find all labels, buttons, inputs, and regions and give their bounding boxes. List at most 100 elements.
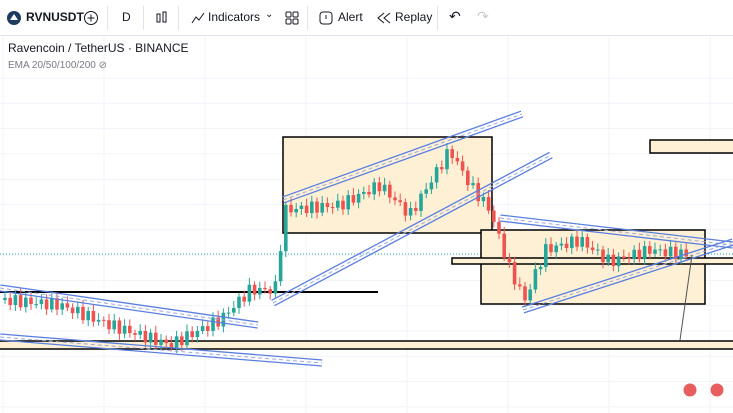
candle-body [315,201,319,213]
candle-body [544,244,548,267]
candle-body [122,325,127,334]
candle-body [408,208,413,216]
candle-body [65,303,70,308]
candle-body [585,237,590,248]
candle-body [518,284,522,287]
legend-title: Ravencoin / TetherUS · BINANCE [8,41,189,55]
candle-body [133,333,137,335]
candle-body [507,257,512,263]
candle-body [278,251,283,282]
candle-body [367,191,371,195]
candle-body [55,298,59,310]
candle-body [502,233,506,258]
candle-body [393,197,397,201]
candle-body [34,304,38,306]
channel-line [0,284,259,323]
symbol[interactable]: RVNUSDT [26,10,84,24]
templates[interactable] [284,10,300,26]
candle-body [341,200,345,210]
trend-line [679,254,693,341]
chart-type[interactable] [155,10,169,26]
candle-body [419,193,423,211]
divider [178,6,179,30]
candle-body [658,249,662,251]
candle-body [3,297,7,300]
candle-body [382,184,387,192]
interval[interactable]: D [122,10,131,24]
replay-button[interactable]: Replay [395,10,433,24]
candle-body [81,306,85,321]
candle-body [460,161,465,171]
candle-body [138,330,142,335]
candle-body [200,326,205,331]
divider [143,6,144,30]
dropdown-arrow[interactable]: ⌄ [265,9,274,20]
candle-body [102,319,106,321]
replay-icon[interactable] [376,11,392,25]
redo[interactable]: ↷ [477,8,489,24]
candle-body [289,204,293,213]
candle-body [128,325,132,334]
channel-line [283,116,524,204]
indicators-icon[interactable] [190,10,206,26]
candle-body [622,256,626,258]
divider [437,6,438,30]
candle-body [174,336,179,348]
candle-body [190,331,194,338]
indicators-button[interactable]: Indicators [208,10,261,24]
candle-body [481,197,486,202]
alert-button[interactable]: Alert [338,10,363,24]
candle-body [86,310,90,321]
candle-body [336,200,340,208]
candle-body [632,249,636,260]
candle-body [434,167,439,183]
candle-body [39,299,44,305]
candle-body [154,332,158,345]
candle-body [372,182,376,195]
candle-body [466,170,470,186]
logo [7,11,21,25]
candle-body [616,256,621,267]
candle-body [471,183,475,186]
candle-body [258,287,262,295]
undo[interactable]: ↶ [449,8,461,24]
candle-body [13,295,18,306]
alert-icon[interactable] [318,10,334,26]
candle-body [70,307,75,314]
candle-body [414,208,418,211]
candle-body [575,236,579,247]
candle-body [637,249,642,260]
candle-body [268,289,272,294]
candle-body [60,303,64,310]
channel-mid [0,287,259,326]
candle-body [450,149,454,158]
candle-body [492,210,496,222]
candle-body [180,336,184,346]
candle-body [50,298,54,310]
candle-body [559,243,564,246]
candle-body [440,167,444,170]
candle-body [91,310,96,322]
candle-body [117,320,122,334]
channel-line [523,244,733,314]
candle-body [596,249,600,251]
channel-mid [0,336,323,364]
candle-body [564,243,569,249]
channel-line [0,290,258,329]
candle-body [580,237,584,247]
candle-body [242,296,246,302]
candle-body [476,183,480,202]
channel-line [271,151,550,301]
candle-body [159,339,163,345]
channel-mid [522,241,733,311]
add-symbol[interactable] [83,10,99,26]
candle-body [8,297,12,306]
candle-body [377,182,382,192]
zone-box [451,257,733,265]
candle-body [18,295,23,308]
candle-body [403,202,408,216]
visibility-toggle[interactable]: ⊘ [98,60,108,71]
channel-mid [272,154,552,304]
candle-body [538,266,543,270]
candle-body [304,205,309,214]
